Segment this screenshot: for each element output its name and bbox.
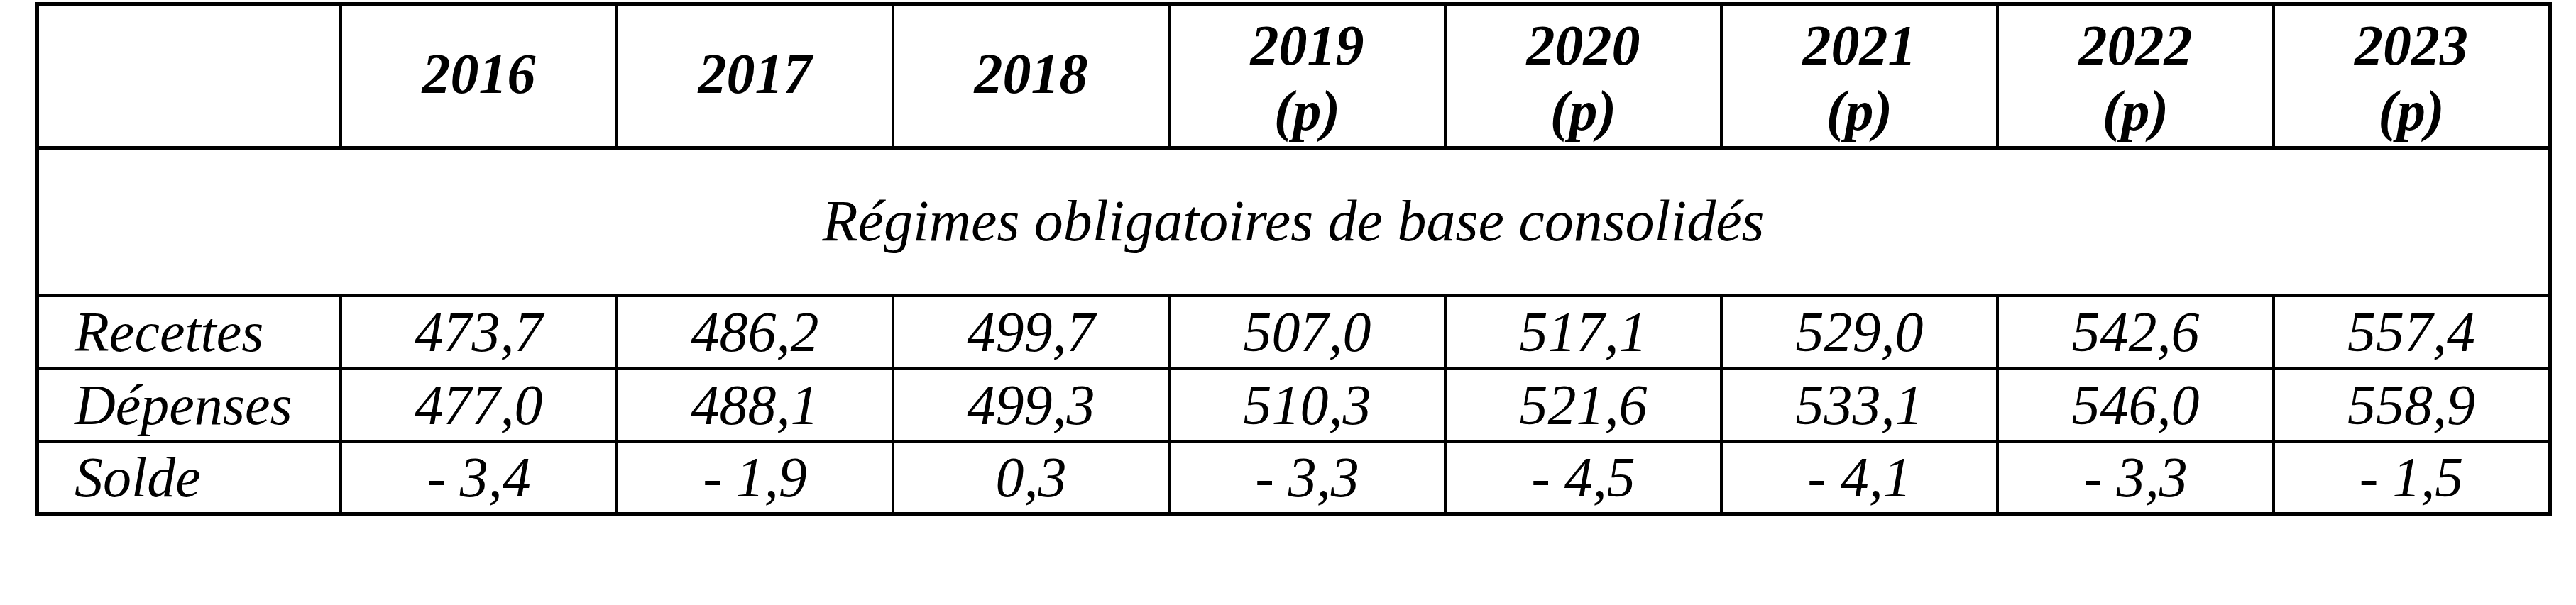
section-title-cell: Régimes obligatoires de base consolidés: [37, 148, 2550, 295]
table-row-depenses: Dépenses 477,0 488,1 499,3 510,3 521,6 5…: [37, 368, 2550, 441]
value-cell: 558,9: [2274, 368, 2550, 441]
year-header-2017: 2017: [617, 4, 893, 148]
corner-header-cell: [37, 4, 341, 148]
provisional-note: (p): [2103, 82, 2169, 139]
provisional-note: (p): [1826, 82, 1892, 139]
table-row-recettes: Recettes 473,7 486,2 499,7 507,0 517,1 5…: [37, 295, 2550, 368]
year-label: 2023: [2355, 13, 2468, 78]
value-cell: 521,6: [1445, 368, 1721, 441]
year-label: 2022: [2079, 13, 2193, 78]
year-header-2021: 2021 (p): [1721, 4, 1997, 148]
provisional-note: (p): [2378, 82, 2444, 139]
value-cell: - 4,1: [1721, 441, 1997, 514]
value-cell: 477,0: [341, 368, 617, 441]
section-title-row: Régimes obligatoires de base consolidés: [37, 148, 2550, 295]
value-cell: - 3,4: [341, 441, 617, 514]
year-header-2020: 2020 (p): [1445, 4, 1721, 148]
value-cell: 507,0: [1169, 295, 1445, 368]
value-cell: 473,7: [341, 295, 617, 368]
year-header-2016: 2016: [341, 4, 617, 148]
value-cell: 499,7: [893, 295, 1169, 368]
year-header-2022: 2022 (p): [1997, 4, 2274, 148]
value-cell: 488,1: [617, 368, 893, 441]
year-label: 2019: [1251, 13, 1364, 78]
value-cell: - 4,5: [1445, 441, 1721, 514]
row-label-solde: Solde: [37, 441, 341, 514]
provisional-note: (p): [1274, 82, 1340, 139]
row-label-depenses: Dépenses: [37, 368, 341, 441]
value-cell: 510,3: [1169, 368, 1445, 441]
year-label: 2018: [975, 41, 1088, 106]
value-cell: 546,0: [1997, 368, 2274, 441]
year-header-row: 2016 2017 2018 2019 (p): [37, 4, 2550, 148]
finance-table: 2016 2017 2018 2019 (p): [35, 2, 2552, 516]
year-header-2018: 2018: [893, 4, 1169, 148]
value-cell: - 1,5: [2274, 441, 2550, 514]
value-cell: - 1,9: [617, 441, 893, 514]
row-label-recettes: Recettes: [37, 295, 341, 368]
year-label: 2017: [698, 41, 812, 106]
value-cell: 0,3: [893, 441, 1169, 514]
value-cell: 542,6: [1997, 295, 2274, 368]
value-cell: 557,4: [2274, 295, 2550, 368]
value-cell: 517,1: [1445, 295, 1721, 368]
provisional-note: (p): [1550, 82, 1616, 139]
value-cell: 499,3: [893, 368, 1169, 441]
value-cell: 533,1: [1721, 368, 1997, 441]
year-header-2019: 2019 (p): [1169, 4, 1445, 148]
value-cell: 529,0: [1721, 295, 1997, 368]
value-cell: - 3,3: [1169, 441, 1445, 514]
value-cell: - 3,3: [1997, 441, 2274, 514]
value-cell: 486,2: [617, 295, 893, 368]
year-label: 2016: [422, 41, 536, 106]
section-title: Régimes obligatoires de base consolidés: [823, 189, 1765, 253]
document-page: 2016 2017 2018 2019 (p): [0, 0, 2576, 605]
year-label: 2020: [1527, 13, 1640, 78]
year-header-2023: 2023 (p): [2274, 4, 2550, 148]
year-label: 2021: [1803, 13, 1917, 78]
table-row-solde: Solde - 3,4 - 1,9 0,3 - 3,3 - 4,5 - 4,1 …: [37, 441, 2550, 514]
